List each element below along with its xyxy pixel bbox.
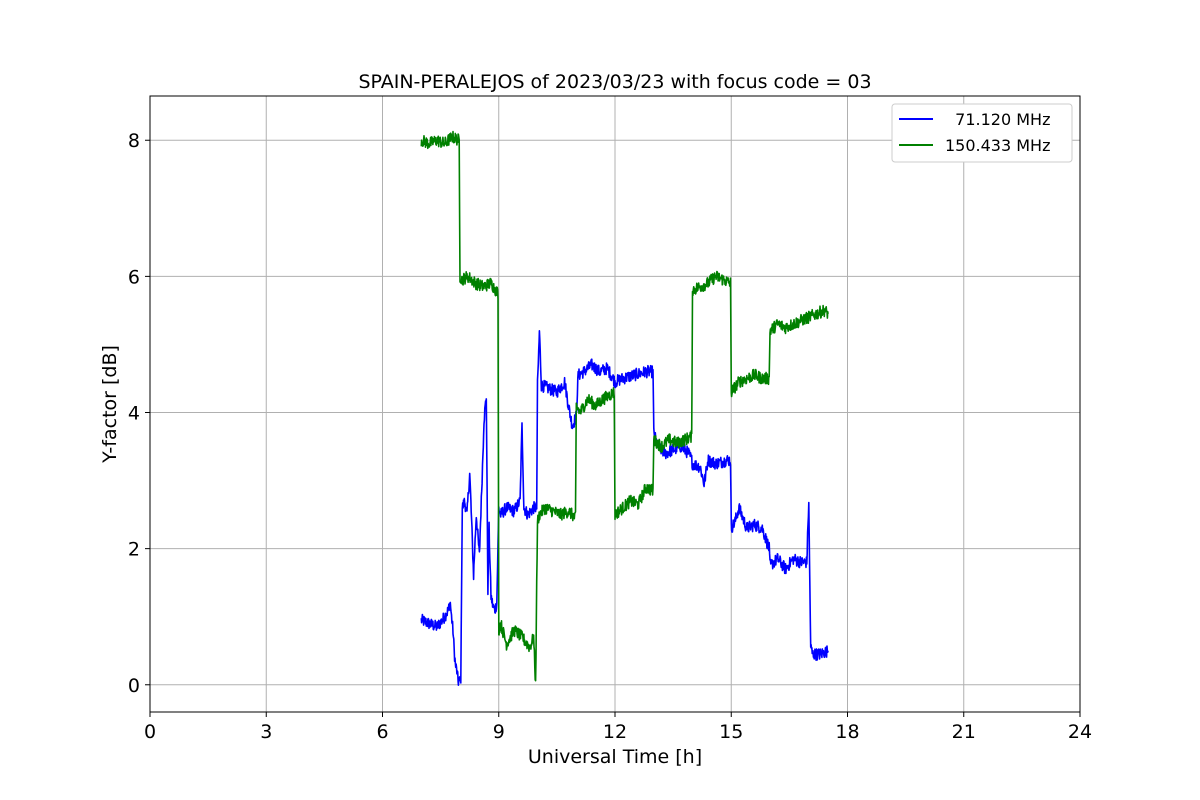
chart-title: SPAIN-PERALEJOS of 2023/03/23 with focus…	[358, 71, 871, 93]
x-tick-label: 12	[603, 721, 627, 743]
plot-lines	[420, 130, 829, 687]
series-line-71-mhz	[420, 329, 829, 687]
y-tick-label: 4	[128, 403, 140, 425]
y-tick-label: 0	[128, 675, 140, 697]
x-tick-label: 6	[376, 721, 388, 743]
y-tick-label: 8	[128, 130, 140, 152]
x-axis-title: Universal Time [h]	[528, 746, 702, 768]
legend-label-71-mhz: 71.120 MHz	[945, 110, 1050, 129]
x-tick-label: 21	[952, 721, 976, 743]
x-tick-label: 3	[260, 721, 272, 743]
x-tick-label: 0	[144, 721, 156, 743]
x-tick-label: 9	[493, 721, 505, 743]
legend: 71.120 MHz 150.433 MHz	[891, 103, 1073, 163]
y-tick-label: 2	[128, 539, 140, 561]
legend-label-150-mhz: 150.433 MHz	[945, 136, 1050, 155]
legend-box	[891, 103, 1073, 163]
x-tick-label: 18	[835, 721, 859, 743]
series-line-150-mhz	[420, 130, 829, 682]
y-axis-title: Y-factor [dB]	[99, 345, 121, 464]
y-tick-label: 6	[128, 266, 140, 288]
x-tick-label: 24	[1068, 721, 1092, 743]
x-tick-label: 15	[719, 721, 743, 743]
